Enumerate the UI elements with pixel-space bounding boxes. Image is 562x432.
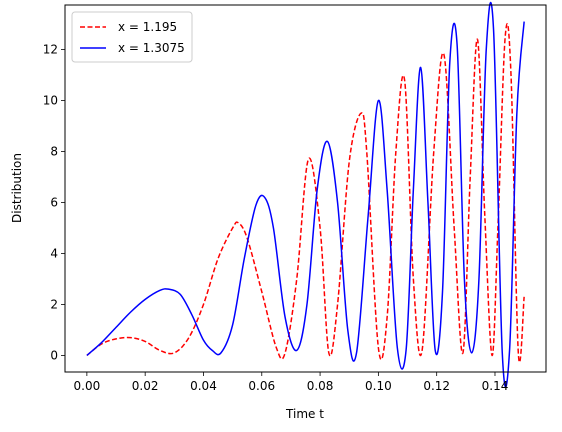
series-line-1 — [86, 23, 525, 363]
x-tick-label: 0.14 — [482, 379, 509, 393]
x-tick-label: 0.12 — [423, 379, 450, 393]
legend-label-series-1: x = 1.195 — [118, 20, 177, 34]
x-tick-label: 0.10 — [365, 379, 392, 393]
series-line-2 — [86, 1, 525, 388]
y-axis-label: Distribution — [10, 153, 24, 223]
legend: x = 1.195 x = 1.3075 — [71, 11, 193, 63]
y-axis-ticks: 0 2 4 6 8 10 12 — [43, 43, 65, 362]
plot-lines — [86, 1, 525, 388]
x-axis-ticks: 0.00 0.02 0.04 0.06 0.08 0.10 0.12 0.14 — [74, 372, 509, 393]
legend-label-series-2: x = 1.3075 — [118, 41, 185, 55]
y-tick-label: 2 — [50, 297, 58, 311]
plot-frame — [64, 4, 547, 373]
x-tick-label: 0.04 — [190, 379, 217, 393]
x-tick-label: 0.00 — [74, 379, 101, 393]
y-tick-label: 0 — [50, 348, 58, 362]
y-tick-label: 12 — [43, 43, 58, 57]
y-tick-label: 10 — [43, 94, 58, 108]
y-tick-label: 4 — [50, 246, 58, 260]
y-tick-label: 6 — [50, 196, 58, 210]
x-tick-label: 0.08 — [307, 379, 334, 393]
x-tick-label: 0.06 — [248, 379, 275, 393]
x-tick-label: 0.02 — [132, 379, 159, 393]
x-axis-label: Time t — [285, 407, 324, 421]
y-tick-label: 8 — [50, 145, 58, 159]
legend-box — [71, 11, 193, 63]
